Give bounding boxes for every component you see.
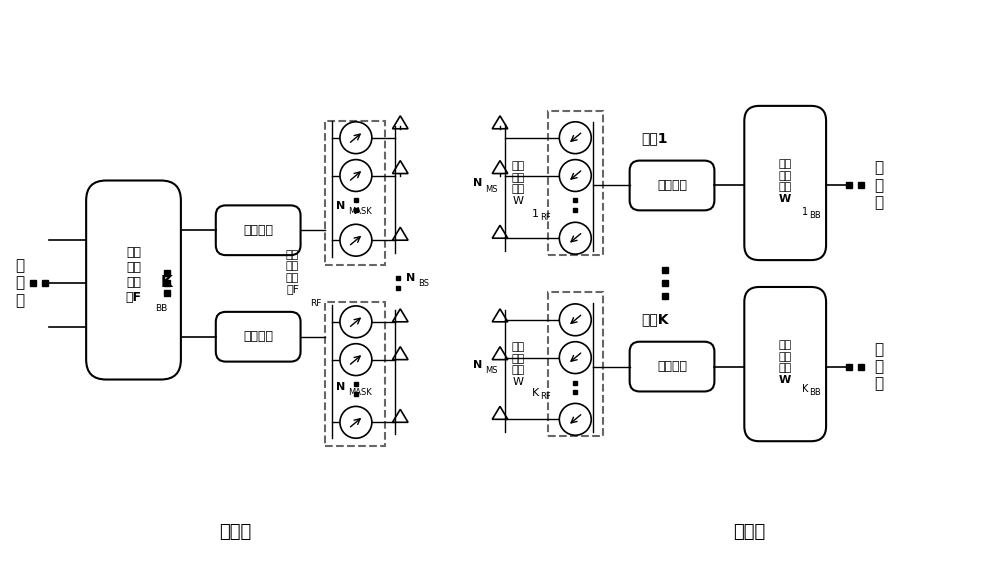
Text: 数字
合并
矩阵
W: 数字 合并 矩阵 W — [779, 340, 792, 385]
Text: 模拟
预编
码矩
阵F: 模拟 预编 码矩 阵F — [286, 250, 299, 294]
Circle shape — [559, 304, 591, 336]
Text: BS: BS — [418, 280, 429, 289]
Circle shape — [559, 122, 591, 154]
Circle shape — [340, 159, 372, 192]
Text: 数
据
流: 数 据 流 — [15, 258, 24, 308]
Text: N: N — [336, 382, 345, 392]
Text: K: K — [161, 276, 173, 290]
Text: BB: BB — [809, 388, 821, 397]
Circle shape — [559, 342, 591, 373]
Text: 模拟
合并
矩阵
W: 模拟 合并 矩阵 W — [511, 342, 525, 387]
Text: BB: BB — [809, 211, 821, 220]
FancyBboxPatch shape — [630, 160, 714, 210]
FancyBboxPatch shape — [630, 342, 714, 392]
Text: 用户K: 用户K — [641, 312, 668, 326]
Text: 模拟
合并
矩阵
W: 模拟 合并 矩阵 W — [511, 161, 525, 206]
Bar — [548, 292, 603, 436]
Text: 用户1: 用户1 — [641, 131, 668, 145]
FancyBboxPatch shape — [744, 287, 826, 441]
Bar — [325, 302, 385, 446]
Text: RF: RF — [540, 213, 551, 222]
Bar — [325, 121, 385, 265]
FancyBboxPatch shape — [216, 312, 301, 362]
Text: 发送端: 发送端 — [220, 523, 252, 541]
Circle shape — [340, 122, 372, 154]
Text: 接收端: 接收端 — [733, 523, 765, 541]
Text: 射频链路: 射频链路 — [243, 330, 273, 343]
Circle shape — [559, 222, 591, 254]
Text: 数
据
流: 数 据 流 — [874, 160, 884, 210]
Text: 1: 1 — [532, 209, 539, 219]
Text: K: K — [802, 384, 809, 394]
Circle shape — [559, 159, 591, 192]
Text: RF: RF — [540, 392, 551, 401]
Text: 数
据
流: 数 据 流 — [874, 342, 884, 392]
Text: 射频链路: 射频链路 — [243, 224, 273, 237]
Text: 射频链路: 射频链路 — [657, 179, 687, 192]
Circle shape — [340, 224, 372, 256]
Text: 1: 1 — [802, 207, 808, 217]
Text: MASK: MASK — [348, 207, 372, 216]
Text: MS: MS — [485, 185, 498, 194]
FancyBboxPatch shape — [216, 206, 301, 255]
Text: 数字
合并
矩阵
W: 数字 合并 矩阵 W — [779, 159, 792, 204]
Text: MS: MS — [485, 366, 498, 375]
Text: N: N — [473, 359, 482, 370]
Text: N: N — [336, 201, 345, 211]
FancyBboxPatch shape — [744, 106, 826, 260]
Text: N: N — [406, 273, 416, 283]
Circle shape — [340, 406, 372, 438]
Text: 数字
预编
码矩
阵F: 数字 预编 码矩 阵F — [126, 246, 142, 304]
Circle shape — [340, 306, 372, 338]
Text: N: N — [473, 179, 482, 189]
Bar — [548, 111, 603, 255]
Text: MASK: MASK — [348, 389, 372, 397]
Circle shape — [559, 403, 591, 435]
Circle shape — [340, 344, 372, 376]
Text: 射频链路: 射频链路 — [657, 360, 687, 373]
Text: BB: BB — [155, 304, 168, 313]
FancyBboxPatch shape — [86, 180, 181, 380]
Text: K: K — [532, 388, 539, 398]
Text: RF: RF — [311, 299, 322, 308]
